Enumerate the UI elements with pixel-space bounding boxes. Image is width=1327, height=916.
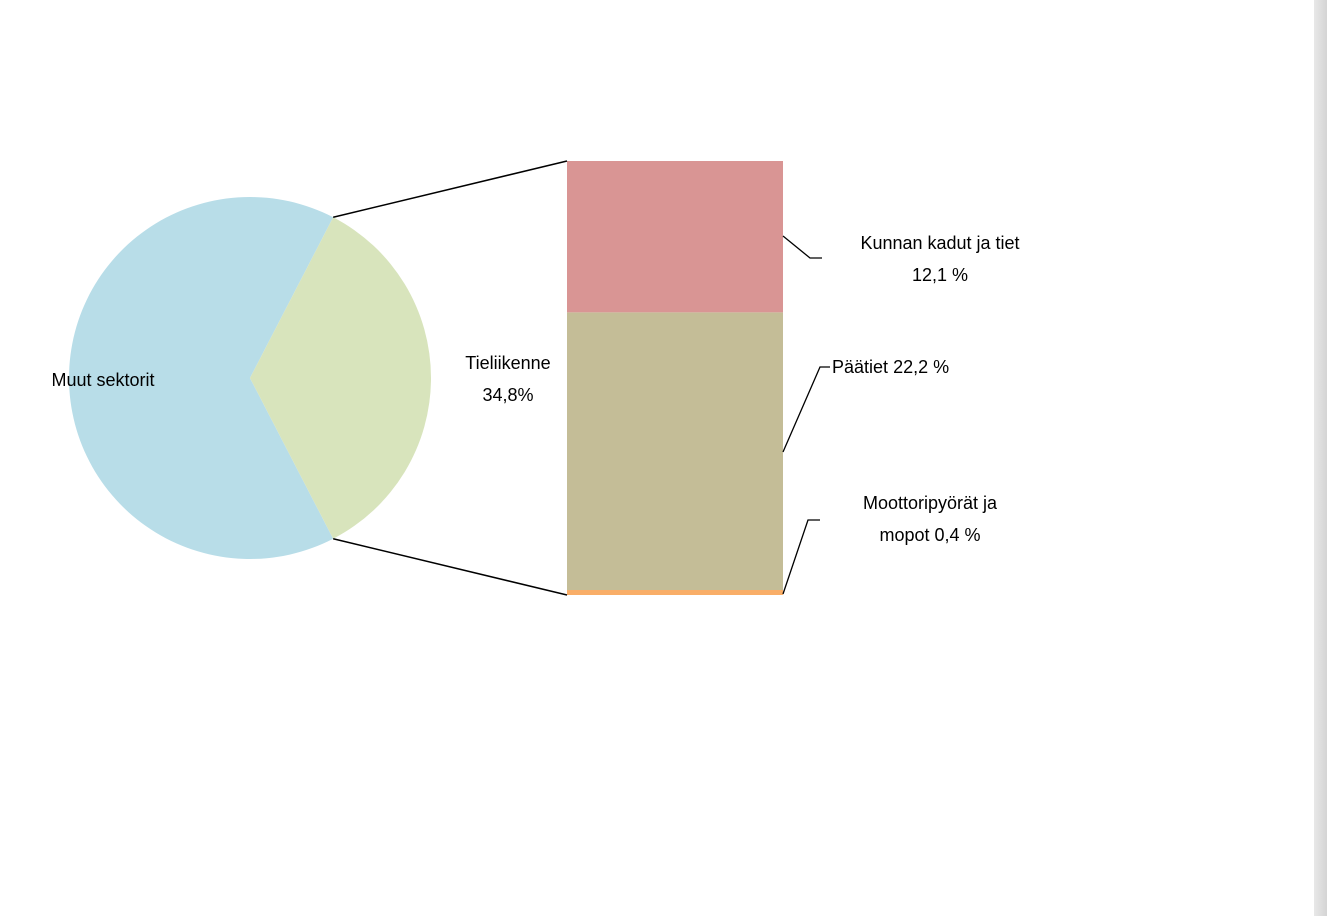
category-label: Kunnan kadut ja tiet: [860, 233, 1020, 253]
pie-slice: [250, 217, 432, 539]
category-label: Tieliikenne: [465, 353, 551, 373]
data-label: Muut sektorit: [3, 364, 203, 396]
leader-line: [782, 235, 822, 259]
value-label: 34,8%: [482, 385, 534, 405]
category-label: 22,2 %: [893, 357, 950, 377]
category-label: Moottoripyörät ja mopot: [862, 493, 998, 545]
category-label: Päätiet: [832, 357, 889, 377]
page-edge: [1314, 0, 1327, 916]
leader-line: [782, 519, 820, 595]
pie-slice: [69, 197, 334, 559]
value-label: 12,1 %: [911, 265, 969, 285]
data-label: Tieliikenne 34,8%: [438, 347, 578, 411]
data-label: Kunnan kadut ja tiet 12,1 %: [835, 227, 1045, 291]
data-label: Moottoripyörät ja mopot 0,4 %: [842, 487, 1018, 551]
connector: [333, 538, 568, 596]
leader-line: [782, 366, 830, 453]
bar-segment: [567, 589, 783, 595]
bar-segment: [567, 161, 783, 313]
data-label: Päätiet 22,2 %: [832, 351, 1052, 383]
category-label: Muut sektorit: [51, 370, 155, 390]
category-label: 0,4 %: [934, 525, 981, 545]
connector: [333, 160, 568, 218]
bar-segment: [567, 312, 783, 590]
